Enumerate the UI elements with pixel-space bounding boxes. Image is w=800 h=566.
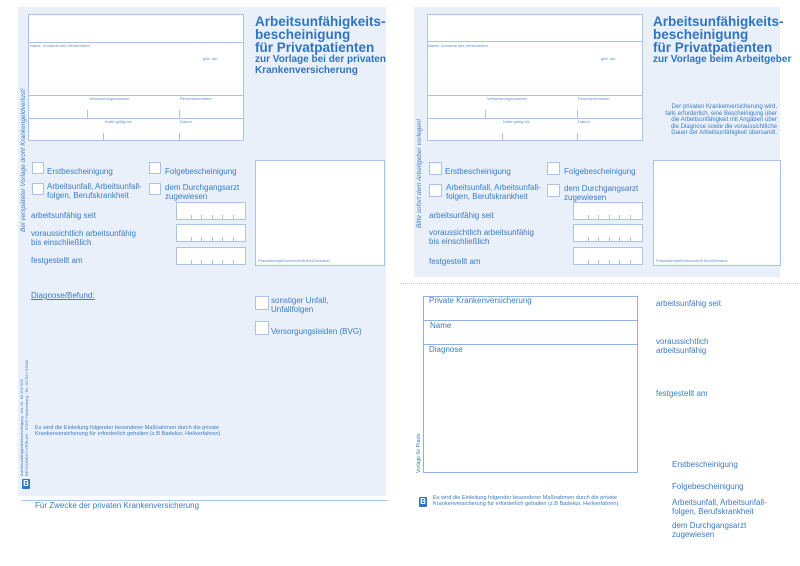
right-stamp-box[interactable] <box>653 160 781 266</box>
right-side-notice: Bitte sofort dem Arbeitgeber vorlegen! <box>416 118 423 228</box>
work-accident-checkbox[interactable] <box>429 184 442 197</box>
followup-certificate-checkbox[interactable] <box>149 162 161 174</box>
publisher-logo: B <box>419 497 427 507</box>
right-title: Arbeitsunfähigkeits- bescheinigung für P… <box>653 14 792 65</box>
followup-certificate-label: Folgebescheinigung <box>672 482 744 491</box>
other-accident-checkbox[interactable] <box>255 296 269 310</box>
diagnosis-label: Diagnose <box>429 345 463 354</box>
work-accident-checkbox[interactable] <box>32 183 44 195</box>
born-label: geb. am <box>601 56 616 61</box>
referred-label: dem Durchgangsarzt zugewiesen <box>165 183 240 201</box>
name-label: Name <box>430 321 452 330</box>
referred-label: dem Durchgangsarzt zugewiesen <box>672 521 747 539</box>
left-side-notice: Bei verspäteter Vorlage droht Krankengel… <box>20 88 27 232</box>
insurance-number-label: Versicherungsnummer <box>487 96 528 101</box>
date-label: Datum <box>578 119 590 124</box>
divider <box>179 133 180 141</box>
determined-label: festgestellt am <box>429 257 481 266</box>
left-patient-box[interactable] <box>28 14 244 141</box>
until-label: voraussichtlich arbeitsunfähig <box>656 337 709 355</box>
divider <box>423 320 638 321</box>
diagnosis-label: Diagnose/Befund: <box>31 291 95 300</box>
stamp-label: Praxisstempel/Unterschrift Arzt/Zahnarzt <box>258 258 330 263</box>
followup-certificate-label: Folgebescheinigung <box>564 167 636 176</box>
name-label: Name, Vorname des Versicherten <box>428 43 488 48</box>
referred-label: dem Durchgangsarzt zugewiesen <box>564 184 639 202</box>
determined-date-field[interactable] <box>176 247 246 265</box>
divider <box>22 500 388 501</box>
divider <box>423 344 638 345</box>
work-accident-label: Arbeitsunfall, Arbeitsunfall-folgen, Ber… <box>672 498 767 516</box>
card-valid-label: Karte gültig bis <box>105 119 132 124</box>
followup-certificate-checkbox[interactable] <box>547 162 560 175</box>
divider <box>179 110 180 118</box>
determined-label: festgestellt am <box>656 389 708 398</box>
first-certificate-label: Erstbescheinigung <box>672 460 738 469</box>
left-stamp-box[interactable] <box>255 160 385 266</box>
divider <box>87 110 88 118</box>
work-accident-label: Arbeitsunfall, Arbeitsunfall-folgen, Ber… <box>446 183 541 201</box>
divider <box>577 133 578 141</box>
since-label: arbeitsunfähig seit <box>429 211 494 220</box>
born-label: geb. am <box>203 56 218 61</box>
divider <box>28 118 244 119</box>
personnel-number-label: Personennummer <box>180 96 212 101</box>
info-text: Der privaten Krankenversicherung wird, fa… <box>665 104 777 136</box>
publisher-logo: B <box>22 479 30 489</box>
practice-side-notice: Vorlage für Praxis <box>416 433 422 473</box>
other-accident-label: sonstiger Unfall, Unfallfolgen <box>271 296 329 314</box>
since-date-field[interactable] <box>573 202 643 220</box>
determined-label: festgestellt am <box>31 256 83 265</box>
date-label: Datum <box>180 119 192 124</box>
determined-date-field[interactable] <box>573 247 643 265</box>
first-certificate-label: Erstbescheinigung <box>47 167 113 176</box>
card-valid-label: Karte gültig bis <box>503 119 530 124</box>
personnel-number-label: Personennummer <box>578 96 610 101</box>
divider <box>28 42 244 43</box>
footer-text: Für Zwecke der privaten Krankenversicher… <box>35 501 200 510</box>
since-label: arbeitsunfähig seit <box>31 211 96 220</box>
referred-checkbox[interactable] <box>149 183 161 195</box>
divider <box>427 41 643 42</box>
divider <box>485 110 486 118</box>
since-date-field[interactable] <box>176 202 246 220</box>
name-label: Name, Vorname des Versicherten <box>30 43 90 48</box>
referred-checkbox[interactable] <box>547 184 560 197</box>
measures-text: Es wird die Einleitung folgender besonde… <box>433 495 619 508</box>
since-label: arbeitsunfähig seit <box>656 299 721 308</box>
perforation-line <box>400 283 800 284</box>
imprint: Arbeitsunfähigkeitsbescheinigung · Art.-… <box>19 359 29 476</box>
insurance-number-label: Versicherungsnummer <box>89 96 130 101</box>
measures-text: Es wird die Einleitung folgender besonde… <box>35 425 221 438</box>
left-title: Arbeitsunfähigkeits- bescheinigung für P… <box>255 14 386 76</box>
first-certificate-checkbox[interactable] <box>429 162 442 175</box>
divider <box>427 95 643 96</box>
right-patient-box[interactable] <box>427 14 643 141</box>
until-date-field[interactable] <box>573 224 643 242</box>
bvg-checkbox[interactable] <box>255 321 269 335</box>
first-certificate-checkbox[interactable] <box>32 162 44 174</box>
until-date-field[interactable] <box>176 224 246 242</box>
first-certificate-label: Erstbescheinigung <box>445 167 511 176</box>
until-label: voraussichtlich arbeitsunfähig bis einsch… <box>31 229 136 247</box>
divider <box>28 95 244 96</box>
practice-copy-box[interactable] <box>423 296 638 473</box>
divider <box>103 133 104 141</box>
divider <box>427 118 643 119</box>
until-label: voraussichtlich arbeitsunfähig bis einsch… <box>429 228 534 246</box>
bvg-label: Versorgungsleiden (BVG) <box>271 327 362 336</box>
divider <box>577 110 578 118</box>
work-accident-label: Arbeitsunfall, Arbeitsunfall-folgen, Ber… <box>47 182 142 200</box>
divider <box>502 133 503 141</box>
followup-certificate-label: Folgebescheinigung <box>165 167 237 176</box>
stamp-label: Praxisstempel/Unterschrift Arzt/Zahnarzt <box>656 258 728 263</box>
insurance-label: Private Krankenversicherung <box>429 296 532 305</box>
